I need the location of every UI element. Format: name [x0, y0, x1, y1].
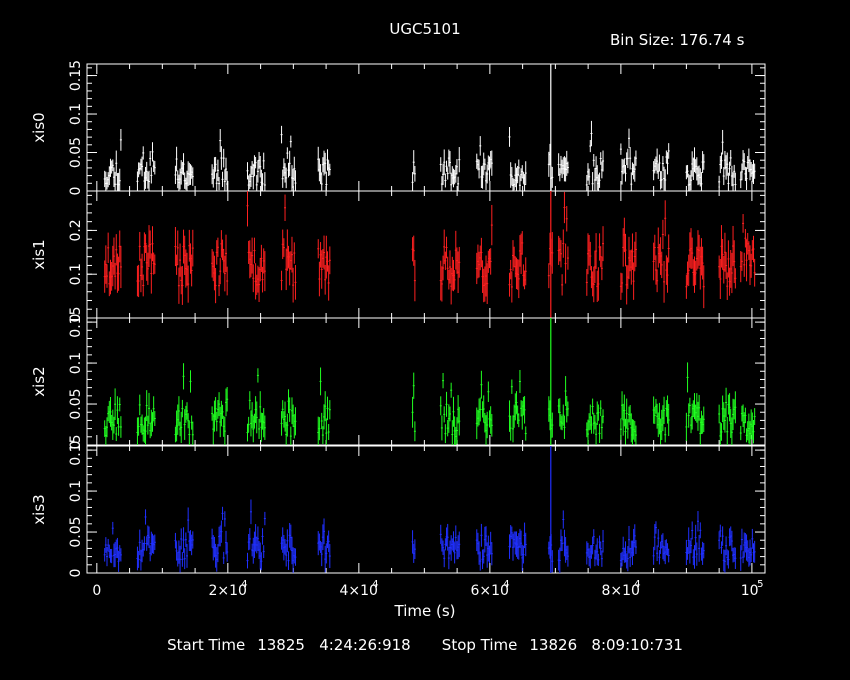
start-time-value: 13825 4:24:26:918: [257, 636, 411, 654]
data-points-xis2: [103, 318, 756, 445]
panel-label-xis0: xis0: [30, 112, 48, 142]
x-tick-label: 8×104: [601, 579, 640, 599]
x-tick-label: 6×104: [470, 579, 509, 599]
y-tick-label: 0.1: [68, 103, 84, 125]
y-tick-label: 0.05: [68, 137, 84, 168]
x-tick-label: 105: [741, 579, 764, 599]
y-tick-label: 0.2: [68, 219, 84, 241]
data-points-xis3: [103, 446, 756, 573]
data-points-xis0: [103, 64, 756, 191]
panel-xis0: 0 0.05 0.1 0.15 xis0: [30, 60, 766, 196]
y-tick-label: 0: [68, 187, 84, 196]
panel-frame: [86, 445, 766, 574]
y-tick-label: 0: [68, 569, 84, 578]
start-time-label: Start Time: [167, 636, 246, 654]
stop-time-label: Stop Time: [441, 636, 518, 654]
panel-label-xis3: xis3: [30, 494, 48, 524]
panel-label-xis2: xis2: [30, 366, 48, 396]
panel-label-xis1: xis1: [30, 239, 48, 269]
y-tick-label: 0: [68, 441, 84, 450]
x-tick-label-base: 0: [92, 583, 101, 599]
x-tick-label: 4×104: [339, 579, 378, 599]
y-tick-label: 0.15: [68, 307, 84, 338]
y-tick-label: 0.1: [68, 480, 84, 502]
x-tick-label-exp: 4: [372, 579, 378, 590]
panel-xis2: 0 0.05 0.1 0.15 xis2: [30, 307, 766, 450]
x-tick-label-exp: 4: [634, 579, 640, 590]
y-tick-label: 0: [68, 314, 84, 323]
x-tick-label: 2×104: [208, 579, 247, 599]
bin-size-label: Bin Size: 176.74 s: [610, 31, 745, 49]
x-tick-label-exp: 4: [503, 579, 509, 590]
x-tick-label-base: 6×10: [470, 583, 508, 599]
panel-frame: [86, 317, 766, 446]
x-tick-label-base: 8×10: [601, 583, 639, 599]
panel-xis3: 0 0.05 0.1 0.15 xis3: [30, 435, 766, 578]
time-range-footer: Start Time 13825 4:24:26:918 Stop Time 138…: [0, 636, 850, 654]
panel-xis1: 0 0.1 0.2 xis1: [30, 190, 766, 323]
y-tick-label: 0.05: [68, 388, 84, 419]
x-tick-label: 0: [92, 583, 101, 599]
chart-title: UGC5101: [389, 20, 460, 38]
panel-frame: [86, 190, 766, 319]
panel-frame: [86, 63, 766, 192]
y-tick-label: 0.1: [68, 263, 84, 285]
x-tick-label-exp: 4: [241, 579, 247, 590]
stop-time-value: 13826 8:09:10:731: [529, 636, 683, 654]
y-tick-label: 0.15: [68, 435, 84, 466]
x-tick-label-base: 2×10: [208, 583, 246, 599]
x-tick-label-base: 10: [741, 583, 759, 599]
x-tick-label-base: 4×10: [339, 583, 377, 599]
x-tick-label-exp: 5: [757, 579, 763, 590]
y-tick-label: 0.05: [68, 516, 84, 547]
y-tick-label: 0.15: [68, 60, 84, 91]
data-points-xis1: [103, 191, 756, 318]
y-tick-label: 0.1: [68, 352, 84, 374]
x-axis-label: Time (s): [394, 602, 456, 620]
